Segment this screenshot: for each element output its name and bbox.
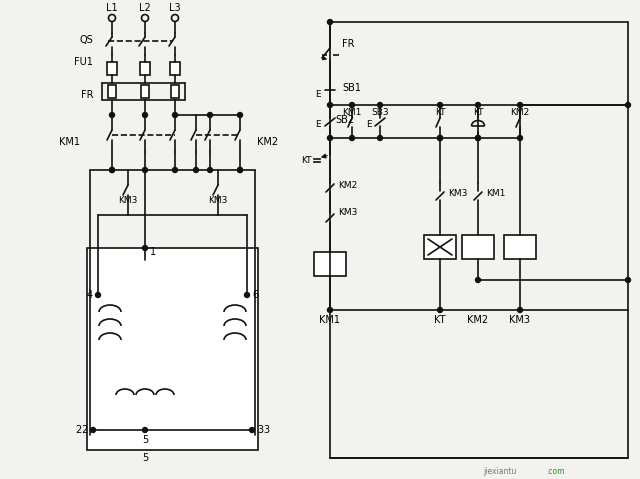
Text: KM1: KM1 xyxy=(486,189,506,197)
Text: L2: L2 xyxy=(139,3,151,13)
Text: KM3: KM3 xyxy=(338,207,357,217)
Circle shape xyxy=(328,136,333,140)
Text: KM1: KM1 xyxy=(319,315,340,325)
Circle shape xyxy=(378,103,383,107)
Circle shape xyxy=(143,427,147,433)
Text: KM3: KM3 xyxy=(208,195,228,205)
Text: 6: 6 xyxy=(252,290,258,300)
Circle shape xyxy=(625,103,630,107)
Circle shape xyxy=(518,136,522,140)
Circle shape xyxy=(237,168,243,172)
Text: FR: FR xyxy=(81,90,93,100)
Bar xyxy=(424,235,456,259)
Text: KM2: KM2 xyxy=(510,107,530,116)
Text: KT: KT xyxy=(435,315,445,325)
Text: KM3: KM3 xyxy=(509,315,531,325)
Circle shape xyxy=(90,427,95,433)
Circle shape xyxy=(438,103,442,107)
Bar xyxy=(140,62,150,75)
Text: 4: 4 xyxy=(87,290,93,300)
Circle shape xyxy=(193,168,198,172)
Text: E: E xyxy=(316,119,321,128)
Circle shape xyxy=(173,168,177,172)
Text: FR: FR xyxy=(342,39,355,49)
Text: KM2: KM2 xyxy=(338,181,357,190)
Text: QS: QS xyxy=(79,35,93,45)
Bar xyxy=(462,235,494,259)
Circle shape xyxy=(328,308,333,312)
Circle shape xyxy=(237,113,243,117)
Text: 3: 3 xyxy=(263,425,269,435)
Circle shape xyxy=(244,293,250,297)
Text: SB2: SB2 xyxy=(335,115,354,125)
Circle shape xyxy=(476,277,481,283)
Circle shape xyxy=(250,427,255,433)
Circle shape xyxy=(207,168,212,172)
Circle shape xyxy=(438,308,442,312)
Text: 2: 2 xyxy=(76,425,82,435)
Text: KT: KT xyxy=(473,107,483,116)
Circle shape xyxy=(173,113,177,117)
Bar xyxy=(108,85,116,98)
Bar xyxy=(87,248,258,450)
Text: L3: L3 xyxy=(169,3,181,13)
Circle shape xyxy=(109,113,115,117)
Text: KT: KT xyxy=(301,156,312,164)
Text: 5: 5 xyxy=(142,435,148,445)
Text: .com: .com xyxy=(546,468,564,477)
Circle shape xyxy=(95,293,100,297)
Text: 3: 3 xyxy=(257,425,263,435)
Circle shape xyxy=(143,246,147,251)
Text: jiexiantu: jiexiantu xyxy=(483,468,516,477)
Circle shape xyxy=(438,136,442,140)
Text: KM3: KM3 xyxy=(448,189,467,197)
Text: KM3: KM3 xyxy=(118,195,138,205)
Text: KM2: KM2 xyxy=(257,137,278,147)
Text: SB1: SB1 xyxy=(342,83,361,93)
Circle shape xyxy=(328,20,333,24)
Circle shape xyxy=(518,308,522,312)
Text: KM2: KM2 xyxy=(467,315,488,325)
Bar xyxy=(171,85,179,98)
Text: 2: 2 xyxy=(82,425,88,435)
Text: KM1: KM1 xyxy=(342,107,362,116)
Circle shape xyxy=(476,103,481,107)
Text: KM1: KM1 xyxy=(59,137,80,147)
Circle shape xyxy=(625,277,630,283)
Bar xyxy=(314,252,346,276)
Text: FU1: FU1 xyxy=(74,57,93,67)
Circle shape xyxy=(109,168,115,172)
Circle shape xyxy=(237,168,243,172)
Text: 1: 1 xyxy=(150,247,156,257)
Circle shape xyxy=(349,103,355,107)
Circle shape xyxy=(349,136,355,140)
Bar xyxy=(170,62,180,75)
Circle shape xyxy=(438,136,442,140)
Circle shape xyxy=(476,136,481,140)
Text: E: E xyxy=(316,90,321,99)
Text: KT: KT xyxy=(435,107,445,116)
Text: 5: 5 xyxy=(142,453,148,463)
Circle shape xyxy=(207,113,212,117)
Text: SB3: SB3 xyxy=(371,107,389,116)
Circle shape xyxy=(143,168,147,172)
Circle shape xyxy=(378,136,383,140)
Circle shape xyxy=(518,103,522,107)
Bar xyxy=(504,235,536,259)
Circle shape xyxy=(328,103,333,107)
Bar xyxy=(141,85,149,98)
Circle shape xyxy=(109,168,115,172)
Bar xyxy=(107,62,117,75)
Circle shape xyxy=(143,113,147,117)
Text: E: E xyxy=(366,119,372,128)
Text: L1: L1 xyxy=(106,3,118,13)
Circle shape xyxy=(476,136,481,140)
